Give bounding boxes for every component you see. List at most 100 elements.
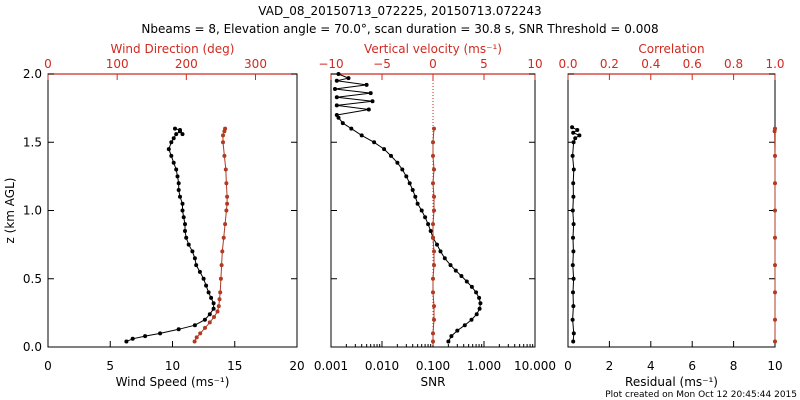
wind-speed-point bbox=[194, 263, 199, 268]
wind-speed-point bbox=[173, 126, 177, 131]
top-tick-label: 0.0 bbox=[558, 57, 577, 71]
wind-direction-point bbox=[207, 320, 212, 325]
wind-direction-point bbox=[219, 263, 224, 268]
snr-point bbox=[395, 160, 400, 165]
residual-point bbox=[571, 194, 576, 199]
wind-speed-point bbox=[209, 295, 214, 300]
correlation-point bbox=[773, 126, 777, 131]
wind-direction-point bbox=[192, 339, 197, 344]
residual-point bbox=[571, 249, 576, 254]
snr-point bbox=[349, 126, 354, 131]
correlation-point bbox=[773, 181, 777, 186]
snr-point bbox=[474, 290, 479, 295]
wind-speed-point bbox=[206, 290, 211, 295]
snr-point bbox=[413, 194, 418, 199]
snr-point bbox=[415, 201, 420, 206]
wind-speed-point bbox=[169, 153, 174, 158]
snr-point bbox=[478, 301, 483, 306]
wind-speed-point bbox=[171, 160, 176, 165]
top-tick-label: −10 bbox=[318, 57, 343, 71]
panel-1: 0 5 10 15 20 Wind Speed (ms⁻¹) 0 100 200 300 Wind … bbox=[3, 42, 305, 389]
top-tick-label: 0 bbox=[429, 57, 437, 71]
snr-point bbox=[410, 188, 415, 192]
wind-direction-point bbox=[198, 331, 203, 336]
bottom-tick-label: 5 bbox=[106, 359, 114, 373]
bottom-tick-label: 0.001 bbox=[314, 359, 348, 373]
snr-point bbox=[334, 113, 339, 117]
y-tick-label: 0.5 bbox=[23, 272, 42, 286]
top-tick-label: 100 bbox=[106, 57, 129, 71]
wind-speed-point bbox=[180, 201, 185, 206]
residual-point bbox=[577, 133, 582, 138]
y-axis-label: z (km AGL) bbox=[3, 178, 17, 244]
wind-direction-point bbox=[212, 315, 216, 319]
top-tick-label: 0 bbox=[44, 57, 52, 71]
vertical-velocity-point bbox=[432, 263, 436, 268]
y-tick-label: 1.5 bbox=[23, 135, 42, 149]
vertical-velocity-point bbox=[431, 181, 435, 186]
wind-direction-line bbox=[194, 128, 228, 342]
wind-speed-point bbox=[169, 140, 174, 145]
wind-speed-line bbox=[126, 128, 215, 342]
snr-point bbox=[462, 323, 467, 328]
snr-point bbox=[372, 140, 377, 145]
wind-direction-point bbox=[194, 335, 199, 340]
bottom-tick-label: 10.000 bbox=[514, 359, 556, 373]
top-tick-label: −5 bbox=[373, 57, 391, 71]
wind-direction-point bbox=[221, 133, 225, 138]
wind-speed-point bbox=[181, 215, 186, 220]
wind-speed-point bbox=[174, 132, 179, 137]
snr-point bbox=[382, 147, 387, 152]
bottom-tick-label: 1.000 bbox=[467, 359, 501, 373]
snr-point bbox=[474, 312, 479, 317]
panel-3: 0 2 4 6 8 10 Residual (ms⁻¹) 0.0 0.2 0.4 0.6 0.8 1.0… bbox=[558, 42, 784, 389]
residual-line bbox=[571, 126, 581, 342]
bottom-tick-label: 10 bbox=[165, 359, 180, 373]
vertical-velocity-point bbox=[432, 208, 436, 213]
residual-point bbox=[570, 125, 575, 130]
snr-point bbox=[334, 78, 339, 83]
bottom-tick-label: 20 bbox=[289, 359, 304, 373]
wind-speed-point bbox=[211, 301, 216, 306]
wind-speed-point bbox=[175, 174, 180, 179]
residual-point bbox=[571, 167, 576, 172]
residual-point bbox=[571, 339, 576, 344]
wind-direction-point bbox=[218, 290, 223, 295]
wind-direction-point bbox=[221, 140, 225, 145]
bottom-tick-label: 0.010 bbox=[365, 359, 399, 373]
vertical-velocity-point bbox=[432, 194, 436, 199]
snr-point bbox=[334, 103, 339, 108]
snr-point bbox=[419, 208, 424, 213]
wind-speed-point bbox=[184, 235, 189, 240]
snr-point bbox=[334, 95, 339, 100]
vertical-velocity-point bbox=[431, 153, 435, 158]
snr-point bbox=[448, 263, 453, 268]
wind-speed-point bbox=[183, 222, 187, 227]
bottom-tick-label: 0 bbox=[564, 359, 572, 373]
snr-point bbox=[423, 215, 428, 220]
residual-point bbox=[570, 208, 575, 213]
snr-line bbox=[334, 73, 481, 342]
residual-point bbox=[570, 263, 575, 268]
correlation-point bbox=[773, 317, 777, 322]
wind-speed-point bbox=[166, 147, 171, 152]
wind-speed-point bbox=[178, 128, 182, 132]
title-line-1: VAD_08_20150713_072225, 20150713.072243 bbox=[258, 4, 541, 18]
correlation-point bbox=[773, 290, 777, 295]
snr-point bbox=[435, 242, 439, 247]
snr-point bbox=[446, 339, 451, 344]
vertical-velocity-point bbox=[432, 317, 436, 322]
bottom-tick-label: 2 bbox=[606, 359, 614, 373]
wind-direction-point bbox=[225, 194, 230, 199]
top-tick-label: 0.8 bbox=[724, 57, 743, 71]
top-tick-label: 1.0 bbox=[765, 57, 784, 71]
bottom-tick-label: 0.100 bbox=[416, 359, 450, 373]
vertical-velocity-point bbox=[431, 331, 435, 336]
plot-frame bbox=[567, 73, 776, 348]
wind-direction-point bbox=[203, 325, 207, 330]
top-tick-label: 0.4 bbox=[641, 57, 660, 71]
wind-direction-point bbox=[224, 208, 229, 213]
snr-point bbox=[449, 334, 454, 339]
snr-point bbox=[407, 181, 412, 186]
